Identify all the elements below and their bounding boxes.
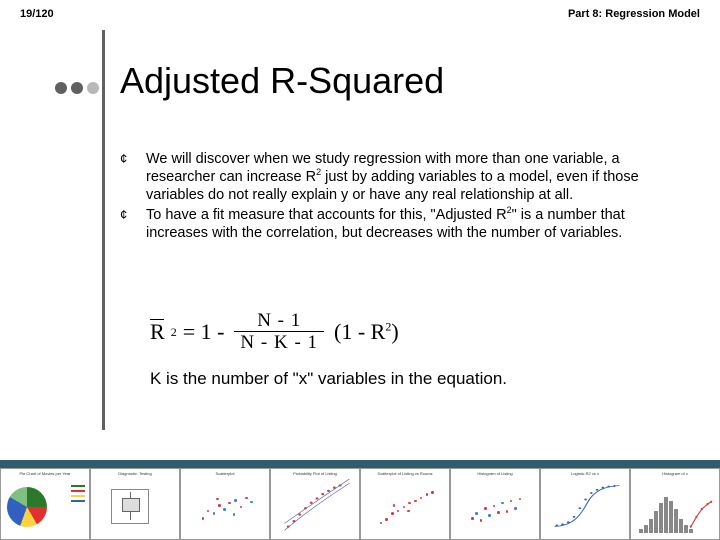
thumbnail-title: Histogram of x (633, 471, 717, 476)
bullet-text: To have a fit measure that accounts for … (146, 206, 680, 242)
thumbnail: Diagnostic: Testing (90, 468, 180, 540)
formula: R2 = 1 - N - 1 N - K - 1 (1 - R2) (150, 310, 630, 353)
page-number: 19/120 (20, 8, 54, 20)
body-content: ¢ We will discover when we study regressi… (120, 150, 680, 244)
formula-tail-close: ) (391, 319, 398, 344)
formula-denominator: N - K - 1 (234, 332, 324, 353)
decorative-dot (71, 82, 83, 94)
pie-icon (7, 487, 47, 527)
decorative-dot (87, 82, 99, 94)
legend-icon (71, 485, 85, 502)
formula-fraction: N - 1 N - K - 1 (234, 310, 324, 353)
thumbnail: Probability Plot of Listing (270, 468, 360, 540)
thumbnail: Logistic R2 vs x (540, 468, 630, 540)
part-label: Part 8: Regression Model (568, 8, 700, 20)
thumbnail-title: Logistic R2 vs x (543, 471, 627, 476)
thumbnail-title: Histogram of Listing (453, 471, 537, 476)
vertical-rule (102, 30, 105, 430)
logistic-icon (551, 479, 623, 533)
thumbnail-title: Probability Plot of Listing (273, 471, 357, 476)
footer-thumbnails: Pie Chart of Movies per Year Diagnostic: … (0, 468, 720, 540)
formula-tail-open: (1 - R (334, 319, 385, 344)
bullet-symbol: ¢ (120, 150, 132, 204)
thumbnail: Scatterplot (180, 468, 270, 540)
formula-lhs-base: R (150, 319, 165, 344)
scatter-icon (371, 481, 443, 533)
slide-header: 19/120 Part 8: Regression Model (0, 0, 720, 24)
thumbnail-title: Scatterplot of Listing vs Rooms (363, 471, 447, 476)
formula-block: R2 = 1 - N - 1 N - K - 1 (1 - R2) K is t… (150, 310, 630, 389)
decorative-dot (55, 82, 67, 94)
boxplot-icon (111, 489, 149, 524)
thumbnail-title: Diagnostic: Testing (93, 471, 177, 476)
thumbnail-title: Pie Chart of Movies per Year (3, 471, 87, 476)
thumbnail: Histogram of x (630, 468, 720, 540)
formula-numerator: N - 1 (251, 310, 307, 331)
thumbnail-title: Scatterplot (183, 471, 267, 476)
histogram-icon (639, 497, 693, 533)
line-icon (689, 493, 713, 533)
bullet-item: ¢ To have a fit measure that accounts for… (120, 206, 680, 242)
bullet-text: We will discover when we study regressio… (146, 150, 680, 204)
decorative-dots (55, 82, 99, 94)
thumbnail: Histogram of Listing (450, 468, 540, 540)
formula-k-description: K is the number of "x" variables in the … (150, 369, 630, 389)
bullet-item: ¢ We will discover when we study regressi… (120, 150, 680, 204)
thumbnail: Pie Chart of Movies per Year (0, 468, 90, 540)
formula-equals: = 1 - (183, 319, 225, 345)
footer-bar (0, 460, 720, 468)
thumbnail: Scatterplot of Listing vs Rooms (360, 468, 450, 540)
bullet-symbol: ¢ (120, 206, 132, 242)
slide-title: Adjusted R-Squared (120, 60, 444, 102)
scatter-icon (461, 481, 533, 533)
probplot-icon (281, 479, 353, 533)
scatter-icon (191, 481, 263, 533)
